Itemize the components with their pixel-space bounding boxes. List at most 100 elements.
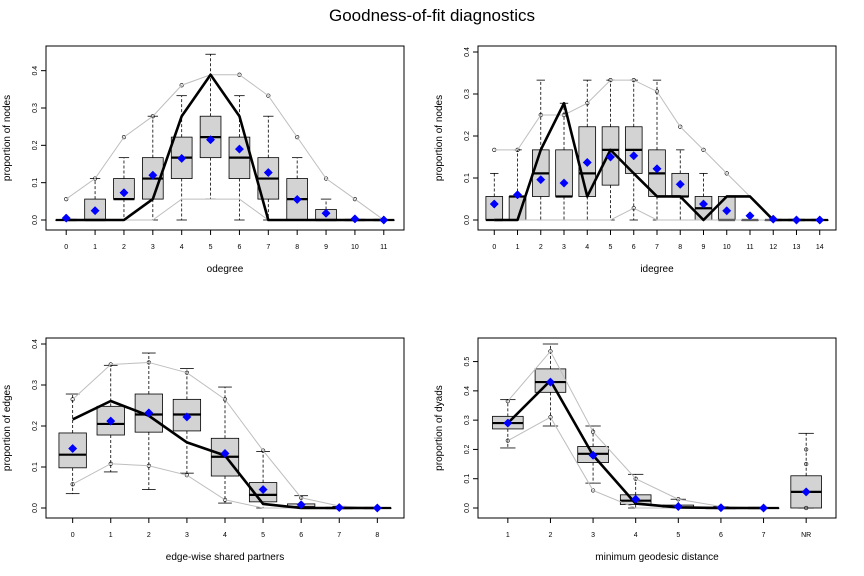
x-tick-label: 9 bbox=[702, 244, 706, 251]
panel-odegree: 0.0 0.1 0.2 0.3 0.4 0 1 2 3 4 5 6 7 8 9 10 11 odegree prop… bbox=[2, 45, 405, 275]
y-tick-label: 0.1 bbox=[32, 178, 39, 188]
mean-marker bbox=[512, 190, 523, 200]
outlier-point bbox=[352, 196, 358, 202]
x-tick-label: NR bbox=[801, 532, 811, 539]
mean-marker bbox=[559, 178, 569, 188]
y-tick-label: 0.1 bbox=[32, 462, 39, 472]
x-tick-label: 3 bbox=[151, 244, 155, 251]
boxplot bbox=[228, 95, 251, 221]
mean-marker bbox=[605, 152, 616, 162]
x-tick-label: 2 bbox=[147, 532, 151, 539]
outlier-point bbox=[505, 399, 510, 404]
mean-marker bbox=[545, 377, 556, 387]
mean-marker bbox=[220, 448, 230, 459]
y-tick-label: 0.0 bbox=[464, 215, 471, 225]
mean-marker bbox=[258, 484, 268, 495]
mean-marker bbox=[745, 211, 755, 221]
mean-marker bbox=[791, 215, 802, 225]
plot-frame bbox=[477, 337, 837, 519]
mean-marker bbox=[177, 153, 187, 163]
x-tick-label: 6 bbox=[719, 532, 723, 539]
x-tick-label: 14 bbox=[816, 244, 824, 251]
mean-marker bbox=[379, 215, 389, 225]
mean-marker bbox=[206, 135, 216, 145]
outlier-point bbox=[585, 101, 590, 106]
y-axis-title: proportion of dyads bbox=[434, 385, 445, 471]
outlier-point bbox=[222, 397, 228, 402]
outlier-point bbox=[505, 438, 510, 443]
figure-title: Goodness-of-fit diagnostics bbox=[329, 6, 535, 25]
mean-marker bbox=[503, 418, 513, 428]
x-tick-label: 13 bbox=[793, 244, 801, 251]
outlier-point bbox=[804, 505, 809, 511]
y-tick-label: 0.4 bbox=[464, 47, 471, 57]
outlier-point bbox=[804, 447, 809, 452]
x-tick-label: 4 bbox=[585, 244, 589, 251]
y-tick-label: 0.3 bbox=[464, 89, 471, 99]
outlier-point bbox=[724, 171, 729, 176]
outlier-point bbox=[70, 397, 75, 402]
x-tick-label: 4 bbox=[634, 532, 638, 539]
boxplot bbox=[172, 368, 202, 474]
x-tick-label: 6 bbox=[632, 244, 636, 251]
y-tick-label: 0.0 bbox=[32, 503, 39, 513]
x-tick-label: 5 bbox=[609, 244, 613, 251]
x-tick-label: 2 bbox=[122, 244, 126, 251]
x-tick-label: 4 bbox=[180, 244, 184, 251]
y-tick-label: 0.3 bbox=[32, 103, 39, 113]
mean-marker bbox=[321, 208, 331, 218]
mean-marker bbox=[144, 408, 154, 418]
x-tick-label: 4 bbox=[223, 532, 227, 539]
mean-marker bbox=[722, 206, 732, 216]
x-tick-label: 6 bbox=[299, 532, 303, 539]
y-tick-label: 0.4 bbox=[32, 339, 39, 349]
x-tick-label: 11 bbox=[380, 244, 387, 251]
plot-frame bbox=[45, 45, 405, 231]
mean-marker bbox=[631, 494, 641, 504]
boxplot bbox=[790, 432, 822, 509]
y-tick-label: 0.4 bbox=[32, 66, 39, 76]
boxplot bbox=[624, 79, 643, 221]
mean-marker bbox=[234, 144, 244, 154]
y-tick-label: 0.2 bbox=[464, 444, 471, 454]
x-tick-label: 8 bbox=[678, 244, 682, 251]
y-tick-label: 0.1 bbox=[464, 474, 471, 484]
envelope-upper-line bbox=[72, 361, 378, 509]
x-axis-title: odegree bbox=[207, 264, 244, 275]
outlier-point bbox=[678, 124, 683, 129]
outlier-point bbox=[266, 93, 271, 98]
x-tick-label: 11 bbox=[746, 244, 753, 251]
x-axis-title: minimum geodesic distance bbox=[595, 552, 719, 563]
y-tick-label: 0.2 bbox=[32, 140, 39, 150]
box-iqr bbox=[555, 149, 573, 197]
x-tick-label: 0 bbox=[71, 532, 75, 539]
x-tick-label: 10 bbox=[723, 244, 731, 251]
mean-marker bbox=[588, 450, 598, 460]
outlier-point bbox=[631, 206, 636, 211]
mean-marker bbox=[489, 199, 499, 209]
mean-marker bbox=[334, 503, 344, 513]
mean-marker bbox=[801, 487, 811, 497]
x-axis-title: idegree bbox=[640, 264, 674, 275]
outlier-point bbox=[295, 135, 300, 140]
mean-marker bbox=[263, 168, 273, 178]
x-tick-label: 7 bbox=[655, 244, 659, 251]
outlier-point bbox=[64, 196, 69, 202]
y-tick-label: 0.0 bbox=[464, 503, 471, 513]
outlier-point bbox=[804, 461, 809, 467]
boxplot bbox=[578, 79, 597, 221]
mean-marker bbox=[372, 503, 382, 513]
x-tick-label: 3 bbox=[562, 244, 566, 251]
boxplot bbox=[210, 386, 240, 504]
x-tick-label: 5 bbox=[676, 532, 680, 539]
x-tick-label: 1 bbox=[109, 532, 113, 539]
boxplot bbox=[248, 451, 278, 509]
y-tick-label: 0.2 bbox=[464, 131, 471, 141]
x-tick-label: 12 bbox=[769, 244, 777, 251]
outlier-point bbox=[548, 415, 553, 420]
outlier-point bbox=[260, 448, 266, 453]
y-tick-label: 0.3 bbox=[32, 380, 39, 390]
mean-marker bbox=[675, 179, 685, 189]
mean-marker bbox=[815, 215, 825, 225]
mean-marker bbox=[292, 194, 302, 205]
